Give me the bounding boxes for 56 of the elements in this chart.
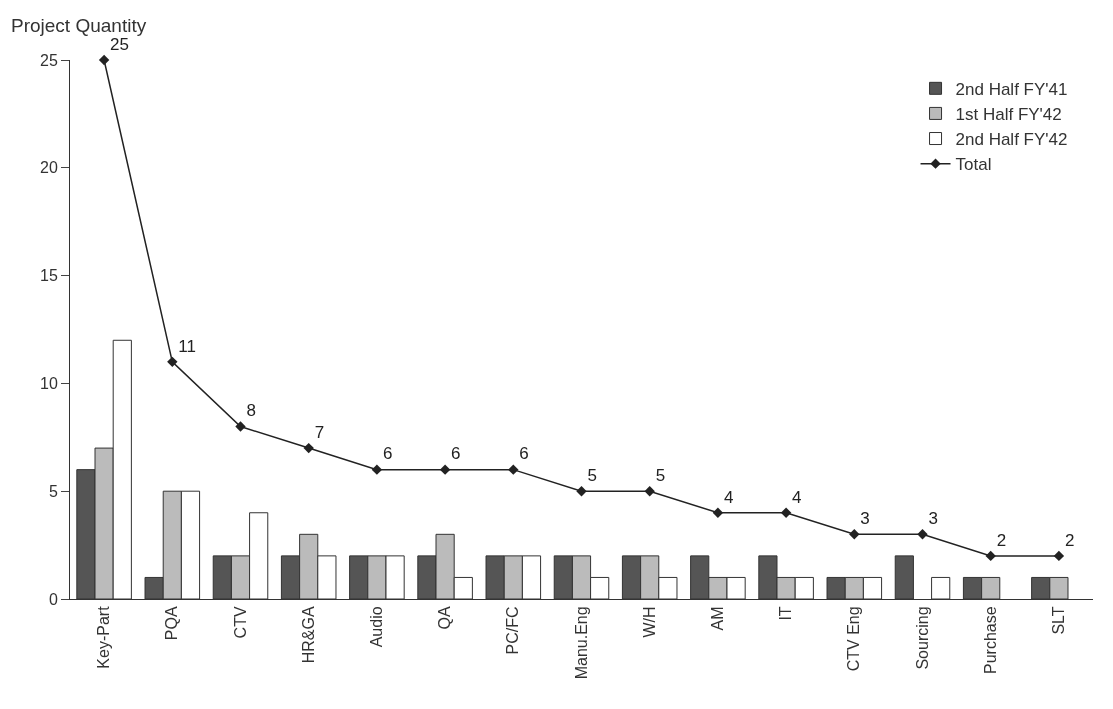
data-label: 5	[587, 465, 597, 485]
x-tick-label: AM	[709, 606, 727, 631]
point	[712, 507, 724, 518]
data-label: 2	[996, 530, 1007, 550]
legend-label: Total	[955, 155, 992, 175]
point	[576, 486, 587, 497]
point	[780, 507, 792, 518]
data-label: 6	[382, 444, 393, 464]
data-label: 8	[246, 401, 256, 421]
data-label: 5	[655, 465, 666, 485]
legend-label: 1st Half FY'42	[955, 105, 1062, 125]
y-tick-label: 15	[40, 267, 58, 285]
x-tick-label: IT	[777, 606, 795, 621]
point	[1053, 550, 1065, 562]
data-label: 4	[723, 487, 734, 507]
data-label: 2	[1064, 530, 1075, 550]
x-tick-label: Audio	[368, 606, 386, 648]
legend-label: 2nd Half FY'42	[955, 130, 1068, 150]
data-label: 11	[178, 336, 196, 356]
point	[644, 486, 655, 497]
point	[508, 464, 519, 475]
y-tick-label: 10	[40, 375, 58, 392]
point	[98, 54, 110, 66]
y-tick-label: 0	[48, 590, 58, 608]
data-label: 3	[860, 509, 870, 529]
x-tick-label: PQA	[163, 606, 181, 641]
x-tick-label: Purchase	[981, 606, 999, 674]
x-tick-label: SLT	[1050, 606, 1068, 635]
point	[235, 421, 246, 432]
point	[167, 356, 178, 368]
y-tick-label: 5	[48, 482, 58, 500]
x-tick-label: W/H	[640, 606, 658, 638]
point	[439, 464, 451, 475]
x-tick-label: QA	[436, 606, 454, 630]
y-tick-label: 20	[40, 159, 58, 177]
data-label: 3	[928, 509, 938, 529]
legend-label: 2nd Half FY'41	[955, 79, 1068, 99]
x-tick-label: Key-Part	[95, 605, 113, 669]
y-tick-label: 25	[40, 51, 58, 69]
data-label: 4	[792, 487, 802, 507]
x-tick-label: Sourcing	[913, 606, 931, 670]
x-tick-label: CTV	[231, 606, 249, 639]
point	[917, 529, 928, 540]
point	[985, 550, 996, 562]
point	[849, 529, 860, 540]
data-label: 6	[451, 444, 461, 464]
data-label: 6	[519, 444, 529, 464]
x-tick-label: HR&GA	[299, 606, 317, 664]
x-tick-label: CTV Eng	[845, 606, 863, 672]
y-axis-title: Project Quantity	[11, 15, 147, 36]
data-label: 25	[110, 34, 130, 54]
x-tick-label: PC/FC	[504, 606, 522, 655]
point	[303, 442, 314, 454]
data-label: 7	[314, 422, 325, 442]
point	[371, 464, 383, 475]
x-tick-label: Manu.Eng	[572, 606, 590, 680]
